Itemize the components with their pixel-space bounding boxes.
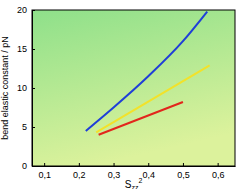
plot-frame [32, 10, 235, 166]
series-line [99, 102, 183, 135]
x-tick-label: 0,2 [73, 170, 86, 180]
y-tick-label: 10 [17, 83, 27, 93]
x-tick-label: 0,3 [108, 170, 121, 180]
x-axis-line [33, 166, 236, 167]
x-tick: 0,4 [142, 163, 155, 180]
y-tick: 0 [22, 161, 35, 171]
y-tick-mark [32, 127, 35, 128]
x-tick-label: 0,6 [212, 170, 225, 180]
x-tick: 0,5 [177, 163, 190, 180]
y-tick: 20 [17, 5, 35, 15]
y-tick-label: 0 [22, 161, 27, 171]
series-line [86, 12, 207, 131]
x-tick-mark [218, 163, 219, 166]
x-tick-label: 0,5 [177, 170, 190, 180]
x-tick: 0,6 [212, 163, 225, 180]
series-group [86, 12, 210, 135]
x-tick-mark [79, 163, 80, 166]
y-tick-mark [32, 88, 35, 89]
y-tick-label: 5 [22, 122, 27, 132]
y-tick: 15 [17, 44, 35, 54]
x-axis-title: Szz2 [125, 177, 143, 189]
y-axis: 0 5 10 15 20 [17, 5, 35, 171]
x-tick-label: 0,1 [38, 170, 51, 180]
y-tick-mark [32, 10, 35, 11]
y-tick-label: 20 [17, 5, 27, 15]
y-tick-mark [32, 49, 35, 50]
y-tick: 5 [22, 122, 35, 132]
x-tick-mark [44, 163, 45, 166]
x-tick-mark [114, 163, 115, 166]
x-tick-mark [148, 163, 149, 166]
plot-background [32, 10, 235, 166]
series-line [96, 65, 209, 132]
x-axis: 0,1 0,2 0,3 0,4 0,5 0,6 [33, 163, 236, 180]
y-axis-title: bend elastic constant / pN [0, 36, 10, 140]
y-tick-mark [32, 166, 35, 167]
x-title-sub: zz [131, 184, 139, 189]
y-tick-label: 15 [17, 44, 27, 54]
x-tick: 0,1 [38, 163, 51, 180]
x-tick-label: 0,4 [142, 170, 155, 180]
x-title-sup: 2 [138, 177, 142, 184]
y-tick: 10 [17, 83, 35, 93]
x-tick-mark [183, 163, 184, 166]
x-tick: 0,3 [108, 163, 121, 180]
x-tick: 0,2 [73, 163, 86, 180]
